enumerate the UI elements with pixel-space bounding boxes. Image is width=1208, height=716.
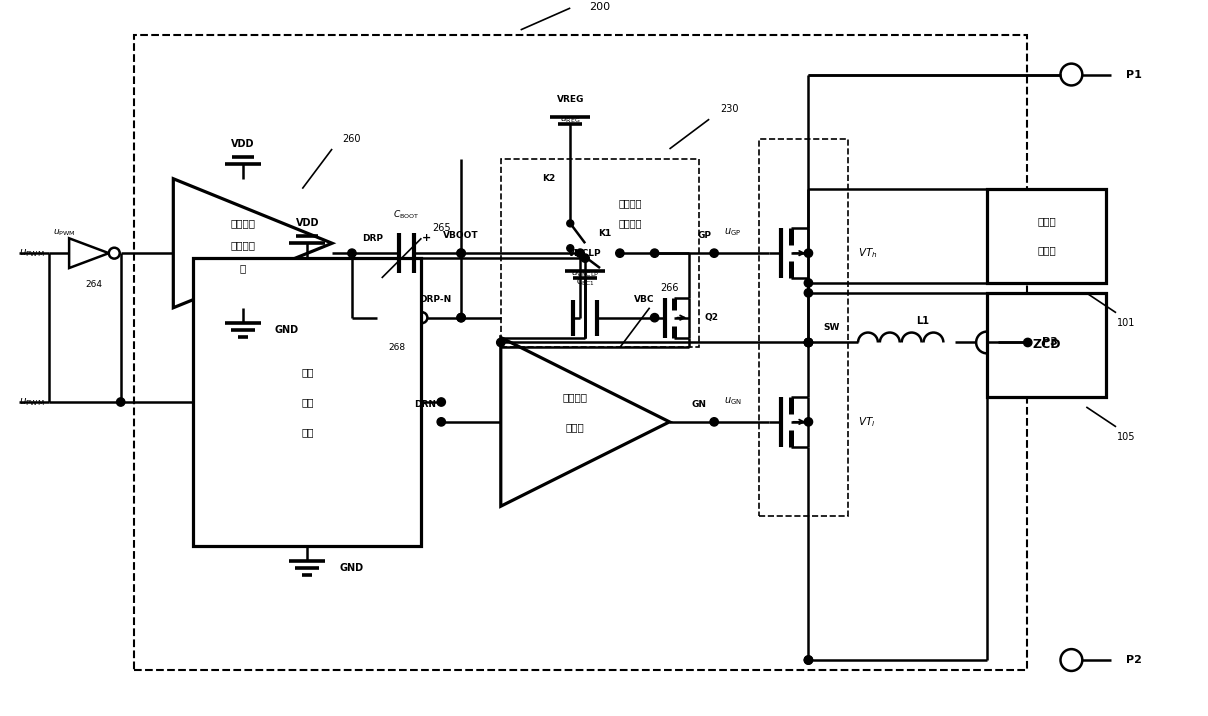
Circle shape [437,417,446,426]
Text: VNCLP: VNCLP [568,248,602,258]
Text: 器: 器 [239,263,246,273]
Text: 电平: 电平 [301,367,314,377]
Circle shape [805,338,813,347]
Circle shape [437,398,446,406]
Text: K2: K2 [542,174,556,183]
Text: $u_{\rm REG}$: $u_{\rm REG}$ [561,115,581,125]
Circle shape [805,249,813,257]
Circle shape [116,398,124,406]
Text: $VT_l$: $VT_l$ [858,415,876,429]
Circle shape [805,656,813,664]
Text: +: + [422,233,431,243]
Text: 除模块: 除模块 [1038,245,1056,255]
Text: VDD: VDD [231,139,255,149]
Circle shape [805,656,813,664]
Circle shape [567,220,574,227]
Circle shape [457,314,465,321]
Circle shape [457,314,465,321]
Text: 260: 260 [343,134,361,144]
Circle shape [457,249,465,257]
Text: $u_{\rm PWM}$: $u_{\rm PWM}$ [19,247,45,259]
Circle shape [576,249,585,257]
Text: 高位前级: 高位前级 [231,218,255,228]
Text: $u_{\rm GP}$: $u_{\rm GP}$ [724,226,742,238]
Circle shape [805,338,813,347]
Text: $u_{\rm VNCLP}$: $u_{\rm VNCLP}$ [571,268,599,279]
Text: 266: 266 [661,283,679,293]
Text: SW: SW [824,323,840,332]
Text: 低位驱动: 低位驱动 [563,392,588,402]
Circle shape [616,249,625,257]
Circle shape [710,417,719,426]
Text: VREG: VREG [557,95,583,104]
Bar [759,139,848,516]
Text: 200: 200 [590,2,610,12]
Text: P1: P1 [1126,69,1142,79]
Text: $C_{\rm BC1}$: $C_{\rm BC1}$ [575,276,594,288]
Circle shape [567,245,574,251]
Text: P2: P2 [1126,655,1142,665]
Text: DRP-N: DRP-N [419,295,451,304]
Text: 265: 265 [432,223,451,233]
Text: GN: GN [692,400,707,409]
Text: 268: 268 [388,343,405,352]
Text: $u_{\rm PWM}$: $u_{\rm PWM}$ [19,396,45,408]
Text: $VT_h$: $VT_h$ [858,246,877,260]
Text: GND: GND [339,563,364,573]
Text: K1: K1 [598,229,611,238]
Text: GND: GND [274,324,298,334]
Bar [987,188,1107,283]
Circle shape [457,249,465,257]
Circle shape [496,338,505,347]
Text: 驱动电路: 驱动电路 [618,218,641,228]
Circle shape [581,254,590,262]
Text: 驱动缓冲: 驱动缓冲 [231,241,255,250]
Text: P3: P3 [1041,337,1057,347]
Text: 电路: 电路 [301,427,314,437]
Text: VDD: VDD [296,218,319,228]
Circle shape [805,289,813,297]
Circle shape [805,417,813,426]
Circle shape [650,314,658,321]
Circle shape [710,249,719,257]
Text: DRN: DRN [414,400,436,409]
Text: 缓冲器: 缓冲器 [565,422,585,432]
Text: 230: 230 [720,105,738,115]
Bar [134,35,1027,670]
Circle shape [348,249,356,257]
Bar [193,258,422,546]
Text: VBC: VBC [634,295,655,304]
Bar [987,293,1107,397]
Text: 振铃消: 振铃消 [1038,217,1056,227]
Bar [501,159,699,347]
Text: $C_{\rm BOOT}$: $C_{\rm BOOT}$ [394,209,419,221]
Text: 电容耦合: 电容耦合 [618,198,641,208]
Circle shape [1023,338,1032,347]
Text: Q2: Q2 [704,313,719,322]
Text: L1: L1 [916,316,929,326]
Text: VBOOT: VBOOT [443,231,478,240]
Text: GP: GP [697,231,712,240]
Text: $u_{\rm GN}$: $u_{\rm GN}$ [724,395,742,407]
Text: 264: 264 [86,281,103,289]
Text: 位移: 位移 [301,397,314,407]
Circle shape [650,249,658,257]
Text: 101: 101 [1116,318,1136,328]
Text: 105: 105 [1116,432,1136,442]
Text: $u_{\rm PWM}$: $u_{\rm PWM}$ [53,228,75,238]
Circle shape [805,279,813,287]
Circle shape [805,338,813,347]
Text: DRP: DRP [362,234,383,243]
Text: ZCD: ZCD [1033,339,1061,352]
